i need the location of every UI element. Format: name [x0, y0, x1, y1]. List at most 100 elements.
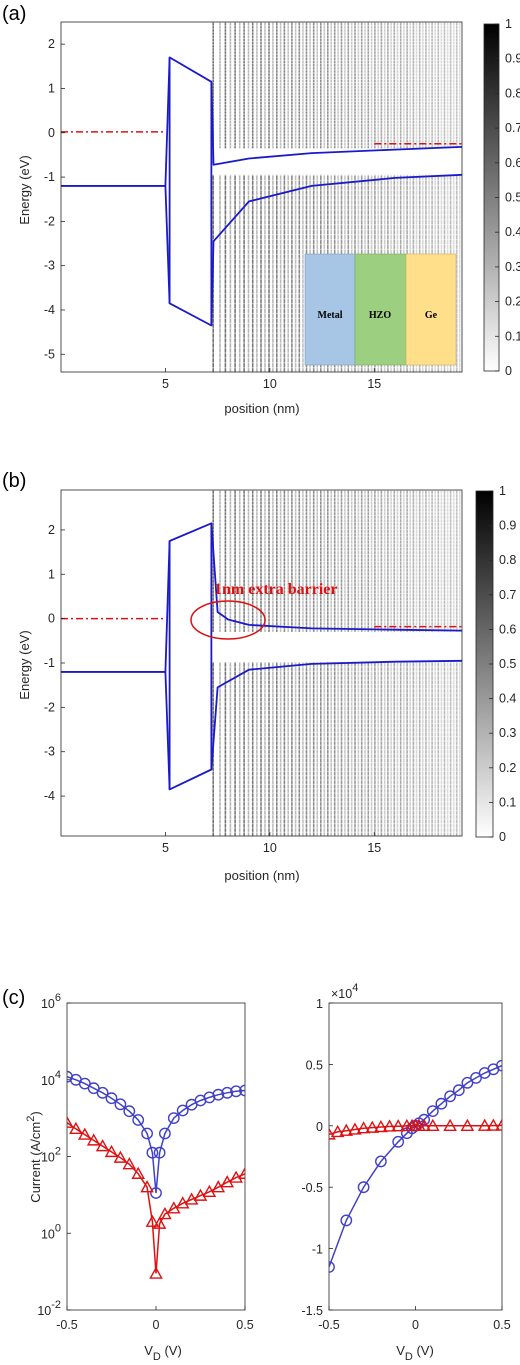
ldos-stripe: [302, 490, 304, 632]
ldos-stripe: [291, 174, 293, 372]
ldos-stripe: [364, 490, 366, 632]
colorbar-tick-label: 0.6: [499, 622, 516, 636]
triangle-marker: [391, 1119, 405, 1132]
ldos-band: [212, 614, 462, 616]
ldos-stripe: [294, 490, 297, 632]
ldos-stripe: [390, 662, 392, 836]
circle-marker: [221, 1086, 234, 1099]
ldos-band: [212, 809, 462, 812]
tick-exp: 0: [55, 1222, 61, 1234]
ldos-band: [212, 543, 462, 545]
ldos-stripe: [344, 22, 346, 149]
ldos-band: [212, 224, 462, 226]
ldos-stripe: [431, 490, 433, 632]
colorbar-tick-label: 0.3: [505, 260, 520, 274]
ldos-band: [212, 521, 462, 524]
ldos-band: [212, 610, 462, 612]
tick-base: 10: [41, 1074, 55, 1088]
ldos-band: [212, 63, 462, 65]
ldos-stripe: [446, 490, 449, 632]
ldos-stripe: [305, 490, 308, 632]
ldos-stripe: [251, 490, 254, 632]
colorbar-tick-label: 1: [499, 484, 506, 498]
ldos-stripe: [312, 22, 315, 149]
ldos-stripe: [287, 490, 289, 632]
triangle-marker: [149, 1266, 163, 1279]
ldos-band: [212, 675, 462, 677]
colorbar-tick-label: 0.9: [505, 52, 520, 66]
xlabel-c-log: VD (V): [144, 1343, 182, 1363]
ldos-stripe: [446, 22, 449, 149]
ldos-band: [212, 688, 462, 690]
circle-marker: [470, 1072, 482, 1084]
ldos-band: [212, 507, 462, 509]
ldos-stripe: [279, 490, 282, 632]
ldos-stripe: [298, 22, 301, 149]
circle-marker: [374, 1155, 387, 1168]
circle-marker: [392, 1135, 405, 1148]
ldos-stripe: [260, 22, 262, 149]
ldos-stripe: [452, 490, 455, 632]
ldos-band: [212, 621, 462, 623]
ldos-band: [212, 714, 462, 716]
ldos-stripe: [243, 22, 245, 149]
ldos-stripe: [224, 662, 227, 836]
ldos-stripe: [279, 662, 282, 836]
ldos-stripe: [370, 22, 373, 149]
plot-frame-a: [60, 21, 463, 373]
ylabel-b: Energy (eV): [17, 630, 32, 699]
tick-base: 10: [41, 997, 55, 1011]
ldos-band: [212, 582, 462, 584]
ldos-stripe: [219, 662, 221, 836]
circle-marker: [176, 1104, 189, 1117]
ldos-band: [212, 59, 462, 62]
ldos-band: [212, 189, 462, 191]
colorbar-tick-label: 0.7: [499, 588, 516, 602]
hzo-layer: [354, 253, 407, 366]
ldos-stripe: [412, 662, 415, 836]
ldos-stripe: [256, 22, 258, 149]
ldos-band: [212, 792, 462, 794]
triangle-marker: [329, 1127, 336, 1140]
ldos-stripe: [380, 22, 383, 149]
layer-inset: Metal HZO Ge: [304, 253, 457, 366]
colorbar-tick-label: 0.3: [499, 726, 516, 740]
y-tick-label: 0: [48, 126, 55, 140]
ldos-stripe: [399, 22, 402, 149]
colorbar-tick-label: 0.6: [505, 156, 520, 170]
y-tick-label: 1: [316, 997, 323, 1011]
tick-base: 10: [41, 1151, 55, 1165]
y-tick-label: 2: [48, 523, 55, 537]
triangle-marker: [486, 1118, 501, 1131]
ldos-stripe: [312, 490, 315, 632]
ldos-stripe: [320, 490, 322, 632]
ldos-band: [212, 504, 462, 506]
circle-series-line: [67, 1075, 245, 1194]
ldos-band: [212, 25, 462, 27]
ldos-stripe: [276, 22, 278, 149]
ldos-stripe: [302, 174, 304, 372]
ldos-band: [212, 116, 462, 118]
xlabel-b: position (nm): [224, 868, 299, 883]
ldos-band: [212, 145, 462, 147]
triangle-marker: [69, 1121, 83, 1135]
ldos-stripe: [283, 490, 286, 632]
ldos-stripe: [251, 22, 254, 149]
ldos-stripe: [459, 22, 461, 149]
circle-marker: [153, 1146, 166, 1159]
ldos-stripe: [305, 662, 308, 836]
triangle-marker: [131, 1166, 145, 1179]
y-tick-label: 102: [41, 1146, 61, 1165]
ldos-band: [212, 578, 462, 580]
circle-marker: [114, 1098, 127, 1111]
triangle-marker: [374, 1119, 388, 1133]
ldos-band: [212, 536, 462, 538]
ldos-stripe: [327, 22, 329, 149]
ldos-band: [212, 596, 462, 598]
plot-frame-c-linear: [328, 1002, 503, 1311]
triangle-marker: [95, 1139, 110, 1152]
ldos-stripe: [234, 662, 236, 836]
ldos-stripe: [316, 22, 318, 149]
ldos-band: [212, 514, 462, 516]
ldos-stripe: [234, 22, 236, 149]
